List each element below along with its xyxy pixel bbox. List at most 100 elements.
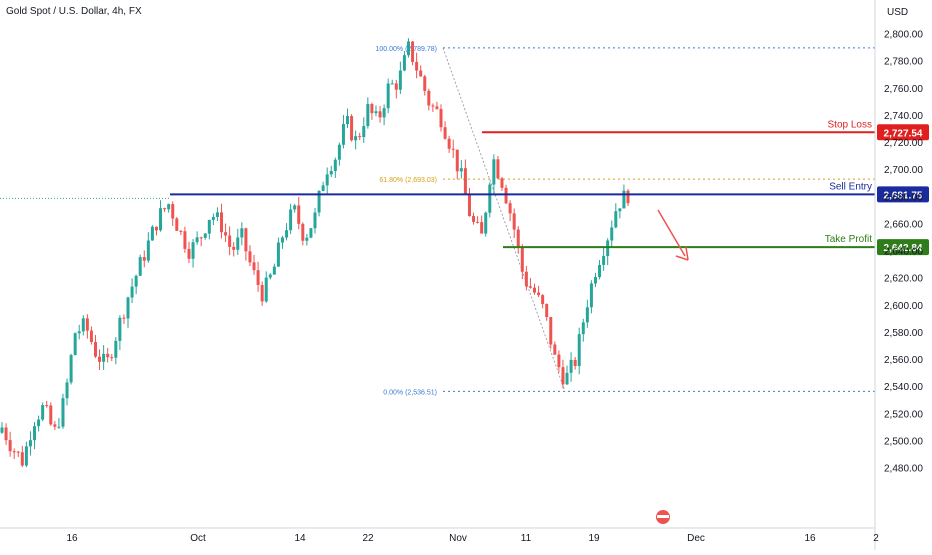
candle-body: [49, 405, 53, 425]
candle-body: [472, 216, 476, 222]
candle-body: [207, 219, 211, 234]
candle-body: [98, 356, 102, 362]
currency-label[interactable]: USD: [887, 7, 908, 18]
candle-body: [146, 240, 150, 261]
candle-body: [459, 168, 463, 172]
candle-body: [614, 211, 618, 228]
y-tick-label: 2,700.00: [884, 165, 923, 176]
candle-body: [313, 212, 317, 229]
candle-body: [358, 136, 362, 138]
y-tick-label: 2,540.00: [884, 382, 923, 393]
fibonacci-layer: 100.00% (2,789.78) 61.80% (2,693.03) 0.00%…: [376, 46, 875, 396]
fib-level-label: 100.00% (2,789.78): [376, 46, 438, 53]
candle-body: [341, 124, 345, 145]
candle-body: [195, 237, 199, 243]
y-tick-label: 2,560.00: [884, 355, 923, 366]
candle-body: [370, 103, 374, 114]
candle-body: [248, 251, 252, 263]
candle-body: [276, 242, 280, 267]
x-tick-label: Dec: [687, 533, 705, 544]
candle-body: [77, 331, 81, 334]
candle-body: [252, 262, 256, 271]
candle-body: [419, 70, 423, 77]
candle-body: [293, 205, 297, 210]
candle-body: [260, 284, 264, 302]
candle-body: [163, 208, 167, 210]
candle-body: [402, 55, 406, 71]
candle-body: [154, 226, 158, 231]
y-tick-label: 2,660.00: [884, 219, 923, 230]
candle-body: [516, 229, 520, 247]
candle-body: [435, 106, 439, 109]
candle-body: [41, 405, 45, 420]
price-tag-value: 2,727.54: [884, 128, 923, 139]
y-tick-label: 2,500.00: [884, 436, 923, 447]
x-tick-label: Oct: [190, 533, 206, 544]
annotation-layer: [656, 209, 689, 524]
event-icon-stripe: [657, 515, 669, 518]
candle-body: [467, 193, 471, 217]
candle-body: [610, 227, 614, 241]
fib-trend-line: [442, 47, 566, 392]
level-label: Take Profit: [825, 234, 872, 245]
price-tag: [877, 124, 929, 141]
candle-body: [398, 70, 402, 90]
candle-body: [333, 159, 337, 171]
candle-body: [317, 191, 321, 213]
fib-level-label: 61.80% (2,693.03): [379, 177, 437, 184]
candle-body: [492, 159, 496, 185]
candle-body: [528, 286, 532, 288]
candle-body: [443, 127, 447, 139]
candle-body: [264, 277, 268, 302]
candle-body: [431, 105, 435, 107]
candle-body: [8, 440, 12, 452]
candle-body: [488, 184, 492, 213]
candle-body: [171, 204, 175, 219]
candle-body: [561, 367, 565, 385]
candles-layer: [0, 38, 630, 468]
y-tick-label: 2,640.00: [884, 247, 923, 258]
candle-body: [244, 228, 248, 252]
y-tick-label: 2,600.00: [884, 301, 923, 312]
candle-body: [606, 240, 610, 257]
candle-body: [394, 83, 398, 90]
candle-body: [268, 274, 272, 278]
y-tick-label: 2,520.00: [884, 409, 923, 420]
candle-body: [138, 257, 142, 276]
candle-body: [504, 187, 508, 204]
candle-body: [37, 419, 41, 427]
candle-body: [581, 322, 585, 335]
price-tag: [877, 239, 929, 256]
candle-body: [81, 318, 85, 332]
candle-body: [272, 266, 276, 275]
candle-body: [175, 218, 179, 231]
candle-body: [110, 357, 114, 359]
candle-body: [337, 144, 341, 160]
candle-body: [500, 178, 504, 188]
candle-body: [33, 426, 37, 441]
candle-body: [69, 355, 73, 383]
candle-body: [618, 208, 622, 212]
candle-body: [224, 232, 228, 236]
down-arrow-head: [675, 246, 689, 261]
candle-body: [463, 168, 467, 194]
candle-body: [53, 424, 57, 427]
candle-body: [496, 159, 500, 179]
candle-body: [593, 277, 597, 284]
candle-body: [106, 353, 110, 358]
candle-body: [602, 256, 606, 265]
level-label: Sell Entry: [829, 181, 872, 192]
candle-body: [480, 222, 484, 234]
x-tick-label: Nov: [449, 533, 467, 544]
candle-body: [203, 233, 207, 238]
candle-body: [45, 405, 49, 407]
candle-body: [142, 257, 146, 261]
candle-body: [447, 138, 451, 149]
price-tag-value: 2,642.84: [884, 243, 923, 254]
y-tick-label: 2,580.00: [884, 328, 923, 339]
candle-body: [411, 41, 415, 62]
candle-body: [199, 237, 203, 239]
candle-body: [573, 359, 577, 366]
x-tick-label: 22: [362, 533, 374, 544]
